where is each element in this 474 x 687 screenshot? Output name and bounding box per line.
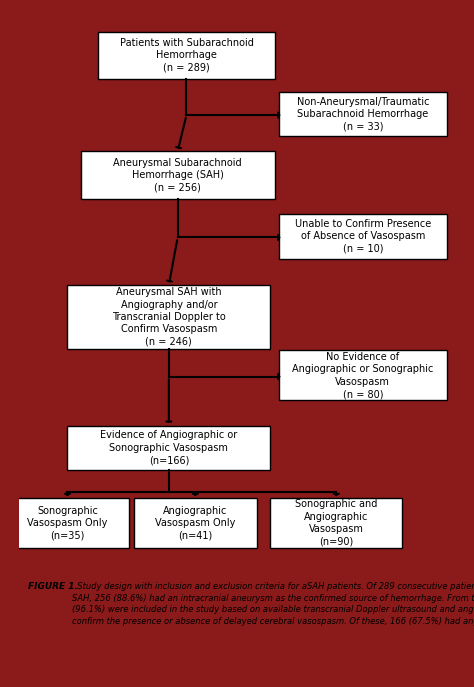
FancyBboxPatch shape [81,151,274,199]
FancyBboxPatch shape [270,498,402,548]
Text: Aneurysmal Subarachnoid
Hemorrhage (SAH)
(n = 256): Aneurysmal Subarachnoid Hemorrhage (SAH)… [113,158,242,192]
Text: Aneurysmal SAH with
Angiography and/or
Transcranial Doppler to
Confirm Vasospasm: Aneurysmal SAH with Angiography and/or T… [112,287,226,347]
Text: Sonographic
Vasospasm Only
(n=35): Sonographic Vasospasm Only (n=35) [27,506,108,540]
Text: FIGURE 1.: FIGURE 1. [28,582,78,592]
FancyBboxPatch shape [67,425,270,470]
Text: Evidence of Angiographic or
Sonographic Vasospasm
(n=166): Evidence of Angiographic or Sonographic … [100,430,237,465]
FancyBboxPatch shape [279,350,447,401]
FancyBboxPatch shape [279,214,447,258]
Text: Angiographic
Vasospasm Only
(n=41): Angiographic Vasospasm Only (n=41) [155,506,236,540]
FancyBboxPatch shape [67,285,270,349]
FancyBboxPatch shape [134,498,257,548]
Text: Unable to Confirm Presence
of Absence of Vasospasm
(n = 10): Unable to Confirm Presence of Absence of… [295,219,431,254]
Text: Study design with inclusion and exclusion criteria for aSAH patients. Of 289 con: Study design with inclusion and exclusio… [72,582,474,626]
Text: Sonographic and
Angiographic
Vasospasm
(n=90): Sonographic and Angiographic Vasospasm (… [295,499,377,547]
FancyBboxPatch shape [279,91,447,136]
FancyBboxPatch shape [98,32,274,79]
Text: No Evidence of
Angiographic or Sonographic
Vasospasm
(n = 80): No Evidence of Angiographic or Sonograph… [292,352,434,399]
FancyBboxPatch shape [6,498,129,548]
Text: Patients with Subarachnoid
Hemorrhage
(n = 289): Patients with Subarachnoid Hemorrhage (n… [119,38,254,73]
Text: Non-Aneurysmal/Traumatic
Subarachnoid Hemorrhage
(n = 33): Non-Aneurysmal/Traumatic Subarachnoid He… [297,96,429,131]
